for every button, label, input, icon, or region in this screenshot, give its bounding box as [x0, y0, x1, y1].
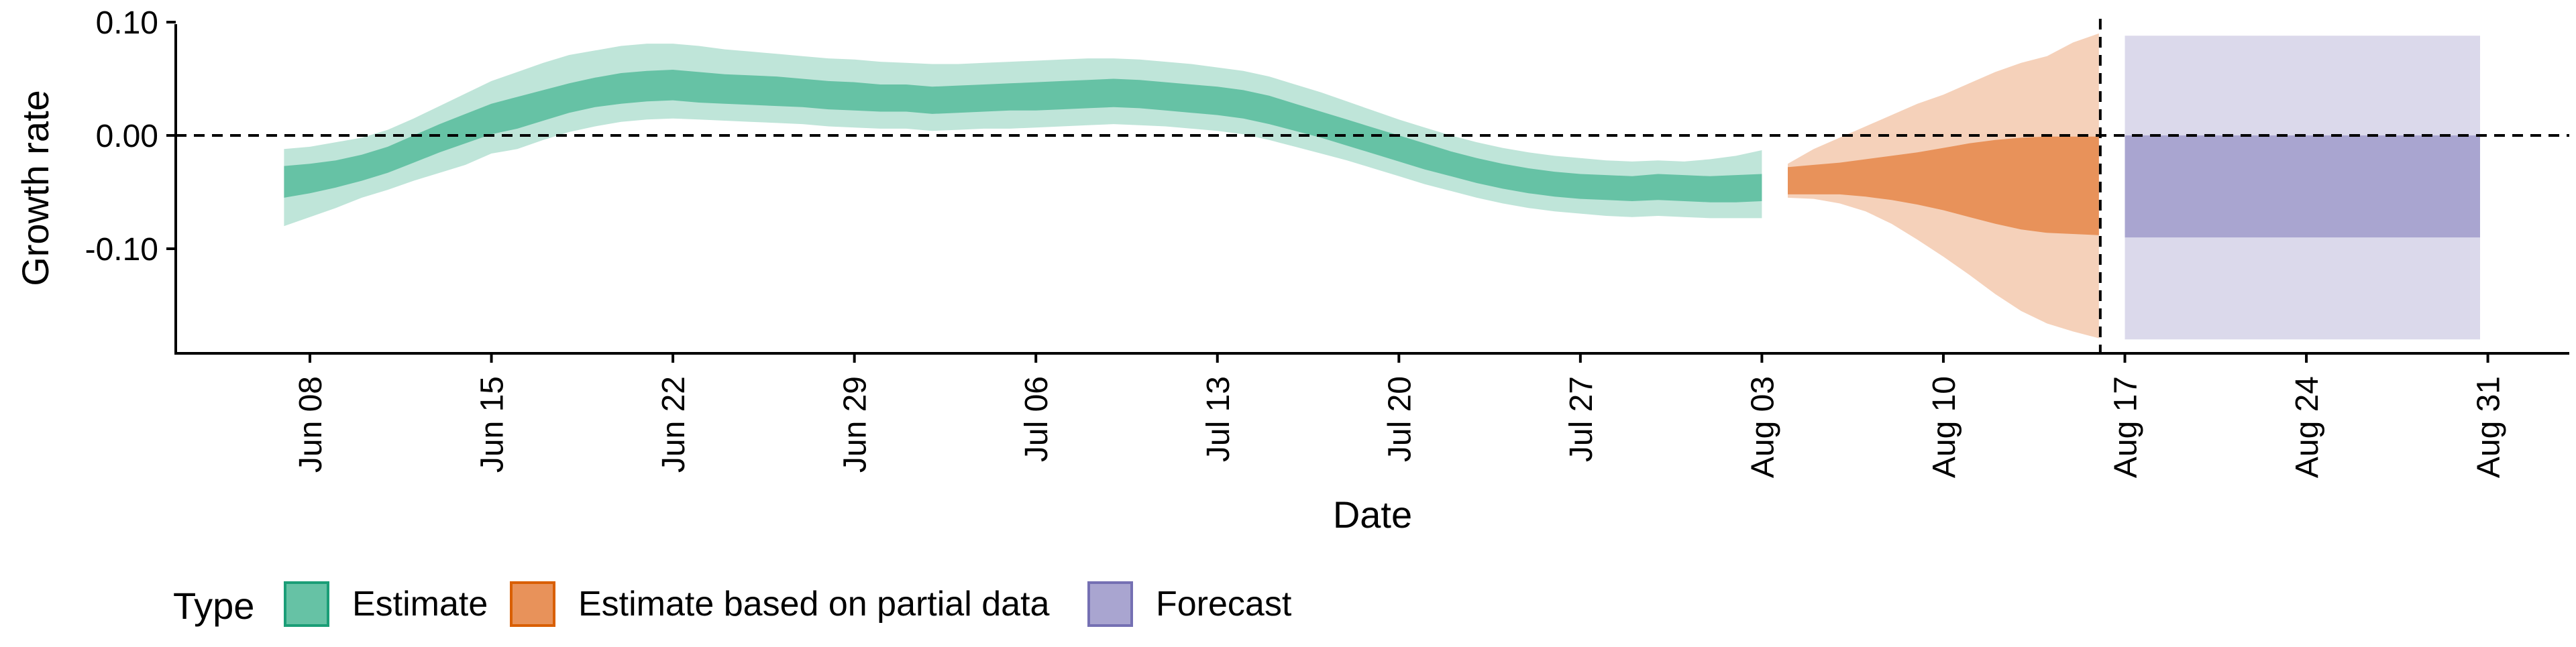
x-tick-label: Aug 24 [2290, 376, 2325, 478]
axes [166, 21, 2569, 363]
y-tick-label: -0.10 [85, 232, 158, 268]
legend-label-estimate: Estimate [352, 585, 488, 624]
y-tick-label: 0.00 [96, 119, 158, 154]
legend-label-forecast: Forecast [1156, 585, 1292, 624]
band-50-estimate [284, 70, 1762, 202]
x-tick-label: Aug 03 [1745, 376, 1780, 478]
legend: Type Estimate Estimate based on partial d… [173, 581, 1292, 627]
x-tick-label: Jun 29 [838, 376, 873, 473]
legend-label-estimate-based-on-partial-data: Estimate based on partial data [578, 585, 1050, 624]
x-tick-label: Aug 10 [1927, 376, 1962, 478]
y-tick-labels: 0.10 0.00 -0.10 [85, 5, 158, 268]
x-tick-label: Aug 31 [2471, 376, 2507, 478]
x-tick-label: Jul 20 [1382, 376, 1417, 462]
x-axis-label: Date [1333, 493, 1412, 536]
legend-key-estimate [284, 581, 329, 627]
x-tick-label: Jun 15 [475, 376, 511, 473]
x-tick-labels: Jun 08 Jun 15 Jun 22 Jun 29 Jul 06 Jul 13 Jul … [293, 376, 2507, 478]
x-tick-label: Jul 06 [1019, 376, 1055, 462]
band-50-forecast [2125, 135, 2480, 238]
x-tick-label: Jul 27 [1564, 376, 1599, 462]
y-tick-label: 0.10 [96, 5, 158, 41]
band-50-estimate-based-on-partial-data [1788, 136, 2099, 235]
x-tick-label: Jun 22 [656, 376, 692, 473]
x-tick-label: Aug 17 [2108, 376, 2144, 478]
legend-key-forecast [1087, 581, 1133, 627]
x-tick-label: Jun 08 [293, 376, 329, 473]
y-axis-label: Growth rate [14, 90, 56, 286]
legend-title: Type [173, 585, 254, 627]
band-layer [284, 33, 2480, 340]
legend-key-estimate-based-on-partial-data [510, 581, 555, 627]
reference-lines [176, 19, 2569, 353]
x-tick-label: Jul 13 [1201, 376, 1236, 462]
